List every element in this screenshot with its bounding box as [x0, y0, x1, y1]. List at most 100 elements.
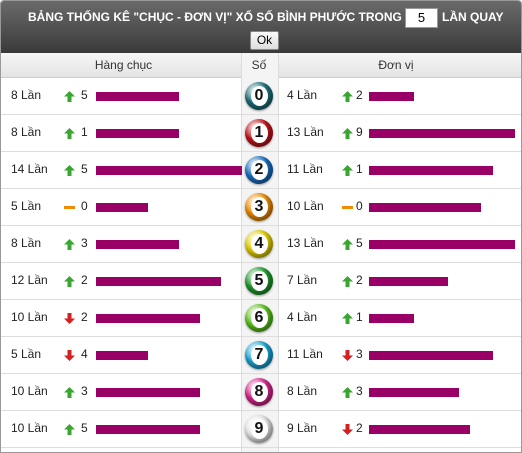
change-value: 1	[356, 310, 363, 324]
change-value: 2	[81, 310, 88, 324]
count-bar	[369, 351, 493, 360]
trend-up	[64, 239, 75, 250]
table-row	[1, 374, 521, 411]
digit-label: 5	[250, 271, 268, 291]
digit-ball: 6	[245, 304, 273, 332]
digit-ball: 4	[245, 230, 273, 258]
digit-ball: 8	[245, 378, 273, 406]
trend-icon	[342, 206, 353, 209]
count-bar	[96, 388, 201, 397]
count-label: 14 Lần	[11, 162, 48, 176]
count-input[interactable]: 5	[405, 8, 438, 28]
count-bar	[96, 129, 180, 138]
change-value: 2	[356, 421, 363, 435]
count-bar	[369, 129, 515, 138]
change-value: 5	[81, 162, 88, 176]
count-bar	[96, 92, 180, 101]
trend-icon	[64, 350, 75, 361]
trend-flat	[64, 206, 75, 209]
count-bar	[369, 203, 482, 212]
change-value: 1	[81, 125, 88, 139]
trend-icon	[342, 387, 353, 398]
trend-icon	[342, 165, 353, 176]
count-bar	[369, 166, 493, 175]
table-row	[1, 78, 521, 115]
digit-ball: 9	[245, 415, 273, 443]
count-bar	[369, 388, 459, 397]
trend-icon	[64, 91, 75, 102]
count-label: 8 Lần	[287, 384, 318, 398]
count-label: 5 Lần	[11, 347, 42, 361]
trend-icon	[64, 165, 75, 176]
change-value: 5	[81, 421, 88, 435]
count-bar	[369, 314, 414, 323]
count-label: 11 Lần	[287, 347, 323, 361]
column-header: Đơn vị	[378, 58, 414, 72]
trend-icon	[342, 313, 353, 324]
count-bar	[369, 92, 414, 101]
trend-up	[64, 128, 75, 139]
count-label: 10 Lần	[287, 199, 324, 213]
digit-label: 2	[250, 160, 268, 180]
count-bar	[369, 425, 471, 434]
trend-up	[64, 387, 75, 398]
change-value: 9	[356, 125, 363, 139]
column-header: Số	[251, 58, 267, 72]
table-row	[1, 226, 521, 263]
change-value: 3	[81, 384, 88, 398]
trend-down	[64, 313, 75, 324]
trend-icon	[64, 128, 75, 139]
count-label: 11 Lần	[287, 162, 323, 176]
count-bar	[96, 425, 201, 434]
count-label: 8 Lần	[11, 125, 42, 139]
trend-up	[64, 424, 75, 435]
table-row	[1, 300, 521, 337]
digit-ball: 2	[245, 156, 273, 184]
trend-icon	[342, 91, 353, 102]
trend-up	[64, 165, 75, 176]
trend-down	[342, 424, 353, 435]
header-suffix: LẦN QUAY	[442, 10, 504, 24]
change-value: 2	[81, 273, 88, 287]
table-row	[1, 152, 521, 189]
header-title: BẢNG THỐNG KÊ "CHỤC - ĐƠN VỊ" XỔ SỐ BÌNH…	[28, 10, 402, 24]
digit-ball: 0	[245, 82, 273, 110]
count-label: 13 Lần	[287, 125, 324, 139]
count-label: 4 Lần	[287, 88, 318, 102]
trend-up	[342, 276, 353, 287]
table-row	[1, 263, 521, 300]
table-row	[1, 115, 521, 152]
change-value: 0	[81, 199, 88, 213]
trend-up	[342, 239, 353, 250]
change-value: 0	[356, 199, 363, 213]
ok-button[interactable]: Ok	[250, 31, 279, 50]
count-label: 8 Lần	[11, 88, 42, 102]
digit-ball: 7	[245, 341, 273, 369]
trend-up	[64, 91, 75, 102]
change-value: 4	[81, 347, 88, 361]
table-row	[1, 337, 521, 374]
trend-up	[342, 128, 353, 139]
table-row	[1, 411, 521, 448]
trend-icon	[342, 128, 353, 139]
change-value: 5	[356, 236, 363, 250]
change-value: 3	[81, 236, 88, 250]
change-value: 5	[81, 88, 88, 102]
count-label: 10 Lần	[11, 310, 48, 324]
digit-ball: 5	[245, 267, 273, 295]
count-label: 8 Lần	[11, 236, 42, 250]
column-header: Hàng chục	[94, 58, 153, 72]
trend-icon	[342, 239, 353, 250]
count-bar	[96, 277, 222, 286]
digit-label: 8	[250, 382, 268, 402]
digit-label: 4	[250, 234, 268, 254]
trend-up	[342, 387, 353, 398]
trend-up	[342, 91, 353, 102]
count-label: 4 Lần	[287, 310, 318, 324]
digit-label: 7	[250, 345, 268, 365]
trend-icon	[64, 276, 75, 287]
digit-ball: 3	[245, 193, 273, 221]
count-bar	[96, 314, 201, 323]
count-bar	[96, 240, 180, 249]
